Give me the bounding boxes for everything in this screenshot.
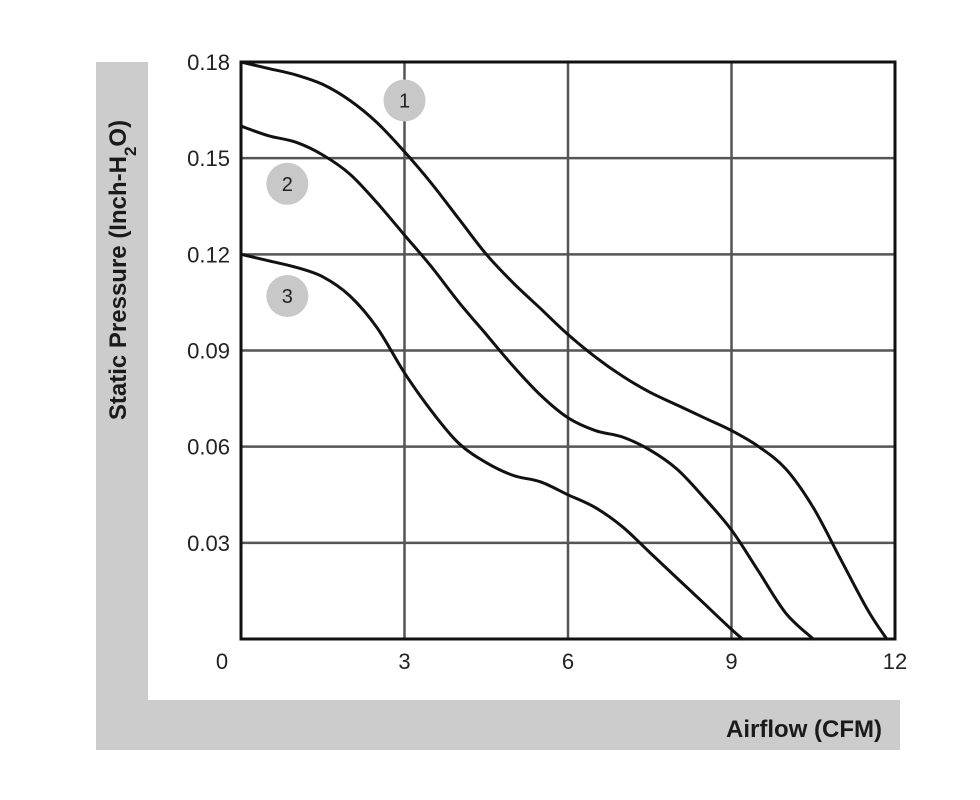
x-tick-label: 9 — [725, 649, 737, 674]
y-tick-label: 0.12 — [187, 242, 230, 267]
series-1-badge-label: 1 — [399, 90, 410, 112]
y-tick-label: 0.09 — [187, 339, 230, 364]
series-3-badge — [266, 275, 309, 318]
x-tick-label: 0 — [216, 649, 228, 674]
series-badges: 1 2 3 — [266, 79, 426, 318]
y-axis-title-subscript: 2 — [121, 147, 140, 156]
grid-lines — [241, 62, 895, 639]
y-axis-title: Static Pressure (Inch-H2O) — [105, 120, 140, 420]
x-tick-label: 12 — [883, 649, 907, 674]
series-1-badge — [383, 79, 426, 122]
y-axis-title-suffix: O) — [105, 120, 132, 147]
x-tick-label: 3 — [398, 649, 410, 674]
x-tick-label: 6 — [562, 649, 574, 674]
series-3-line — [239, 252, 744, 641]
series-3-badge-label: 3 — [282, 286, 293, 308]
y-tick-label: 0.03 — [187, 531, 230, 556]
tick-labels: 0 3 6 9 120.030.060.090.120.150.18 — [187, 50, 907, 674]
y-tick-label: 0.18 — [187, 50, 230, 75]
y-tick-label: 0.15 — [187, 146, 230, 171]
series-2-badge-label: 2 — [282, 174, 293, 196]
series-2-badge — [266, 162, 309, 205]
x-axis-title: Airflow (CFM) — [726, 716, 882, 743]
plot-frame — [239, 60, 897, 641]
y-axis-title-main: Static Pressure (Inch-H — [105, 156, 132, 420]
y-tick-label: 0.06 — [187, 435, 230, 460]
series-lines — [239, 60, 889, 641]
series-2-line — [239, 124, 815, 641]
series-1-line — [239, 60, 889, 641]
